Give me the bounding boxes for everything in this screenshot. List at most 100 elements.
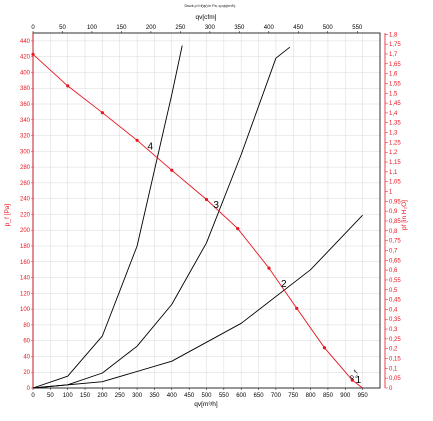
tick-label-x-top: 50 [59,25,66,31]
tick-label-y-right: 1,7 [389,52,398,58]
tick-label-x: 750 [288,393,299,399]
tick-label-y-right: 0,05 [389,376,401,382]
tick-label-y-left: 220 [20,212,31,218]
tick-label-x: 250 [115,393,126,399]
tick-label-y-right: 1,45 [389,101,401,107]
system-curve-line [32,46,291,389]
tick-label-y-right: 1,2 [389,150,398,156]
system-curve-line [32,45,183,389]
fan-curve-point [236,227,240,231]
tick-label-y-right: 1,65 [389,62,401,68]
tick-label-x: 300 [132,393,143,399]
tick-label-x-top: 450 [293,25,304,31]
tick-label-y-right: 0 [389,386,393,392]
tick-label-y-right: 0,2 [389,347,398,353]
tick-label-x-top: 500 [323,25,334,31]
tick-label-y-left: 400 [20,70,31,76]
tick-label-x-top: 200 [146,25,157,31]
tick-label-y-right: 0,35 [389,317,401,323]
tick-label-y-right: 1,1 [389,170,398,176]
fan-curve-label: p_f [348,369,359,381]
tick-label-y-left: 300 [20,149,31,155]
operating-point-label: 2 [281,279,287,290]
tick-label-y-left: 20 [23,370,30,376]
tick-label-x-top: 400 [264,25,275,31]
tick-label-y-right: 0,15 [389,357,401,363]
tick-label-y-left: 420 [20,55,31,61]
tick-label-y-right: 0,75 [389,239,401,245]
x-top-label: qv[cfm] [196,14,217,21]
tick-label-y-left: 320 [20,134,31,140]
tick-label-y-left: 380 [20,86,31,92]
tick-label-y-left: 280 [20,165,31,171]
x-bottom-label: qv[m³/h] [194,401,218,408]
tick-label-y-left: 340 [20,118,31,124]
fan-curve-point [170,168,174,172]
tick-label-y-right: 0,5 [389,288,398,294]
tick-label-y-right: 0,9 [389,209,398,215]
tick-label-x: 100 [63,393,74,399]
tick-label-y-right: 1,55 [389,81,401,87]
tick-label-y-right: 0,85 [389,219,401,225]
tick-label-x-top: 300 [205,25,216,31]
tick-label-y-left: 100 [20,307,31,313]
tick-label-y-right: 1,05 [389,180,401,186]
tick-label-y-left: 160 [20,260,31,266]
tick-label-x-top: 350 [234,25,245,31]
tick-label-x: 850 [323,393,334,399]
tick-label-y-right: 1,75 [389,42,401,48]
bottom-axis-ticks: 0 50 100 150 200 250 300 350 400 450 500 550 600 650 7… [31,388,368,399]
fan-curve-point [322,346,327,350]
right-axis-ticks: 0 0,05 0,1 0,15 0,2 0,25 0,3 0,35 0,4 0,45 0,5 0,55… [385,32,401,392]
tick-label-y-right: 0,6 [389,268,398,274]
tick-label-x: 200 [97,393,108,399]
tick-label-x: 900 [340,393,351,399]
tick-label-x: 150 [80,393,91,399]
tick-label-y-left: 140 [20,276,31,282]
fan-curve-point [31,52,35,56]
tick-label-y-right: 0,55 [389,278,401,284]
tick-label-y-right: 0,65 [389,258,401,264]
tick-label-y-right: 0,25 [389,337,401,343]
tick-label-y-right: 1,6 [389,72,398,78]
fan-curve-group [31,52,363,389]
operating-point-label: 3 [213,200,219,211]
tick-label-x: 700 [271,393,282,399]
tick-label-y-right: 0,8 [389,229,398,235]
tick-label-y-left: 200 [20,228,31,234]
tick-label-y-right: 0,1 [389,366,398,372]
y-left-label: p_f [Pa] [4,204,11,227]
tick-label-x: 600 [236,393,247,399]
tick-label-y-left: 180 [20,244,31,250]
tick-label-x: 450 [184,393,195,399]
system-curves [32,45,363,389]
tick-label-y-left: 440 [20,39,31,45]
tick-label-y-right: 0,7 [389,248,398,254]
vertical-gridlines [32,33,363,388]
fan-curve-point [100,111,104,115]
tick-label-x: 800 [306,393,317,399]
system-curve-line [32,214,363,389]
top-axis-ticks: 0 50 100 150 200 250 300 350 400 450 500 550 [31,25,363,33]
chart-title: Druck p f=f(qv) in Pa, q=qv(m³/h) [185,4,236,8]
fan-curve-point [135,138,139,142]
tick-label-x-top: 250 [175,25,186,31]
tick-label-y-left: 240 [20,197,31,203]
y-right-label: pf [in H₂O] [401,200,408,230]
fan-curve-line [32,53,363,389]
tick-label-y-left: 40 [23,354,30,360]
fan-curve-point [66,84,70,88]
tick-label-y-right: 1,35 [389,121,401,127]
tick-label-y-left: 60 [23,339,30,345]
tick-label-y-right: 1,3 [389,131,398,137]
operating-point-label: 1 [356,375,362,386]
tick-label-y-left: 360 [20,102,31,108]
tick-label-y-right: 1,4 [389,111,398,117]
tick-label-y-right: 0,3 [389,327,398,333]
tick-label-y-right: 1,15 [389,160,401,166]
tick-label-x-top: 0 [31,25,35,31]
tick-label-y-right: 0,95 [389,199,401,205]
tick-label-y-left: 260 [20,181,31,187]
tick-label-y-right: 1,8 [389,32,398,38]
